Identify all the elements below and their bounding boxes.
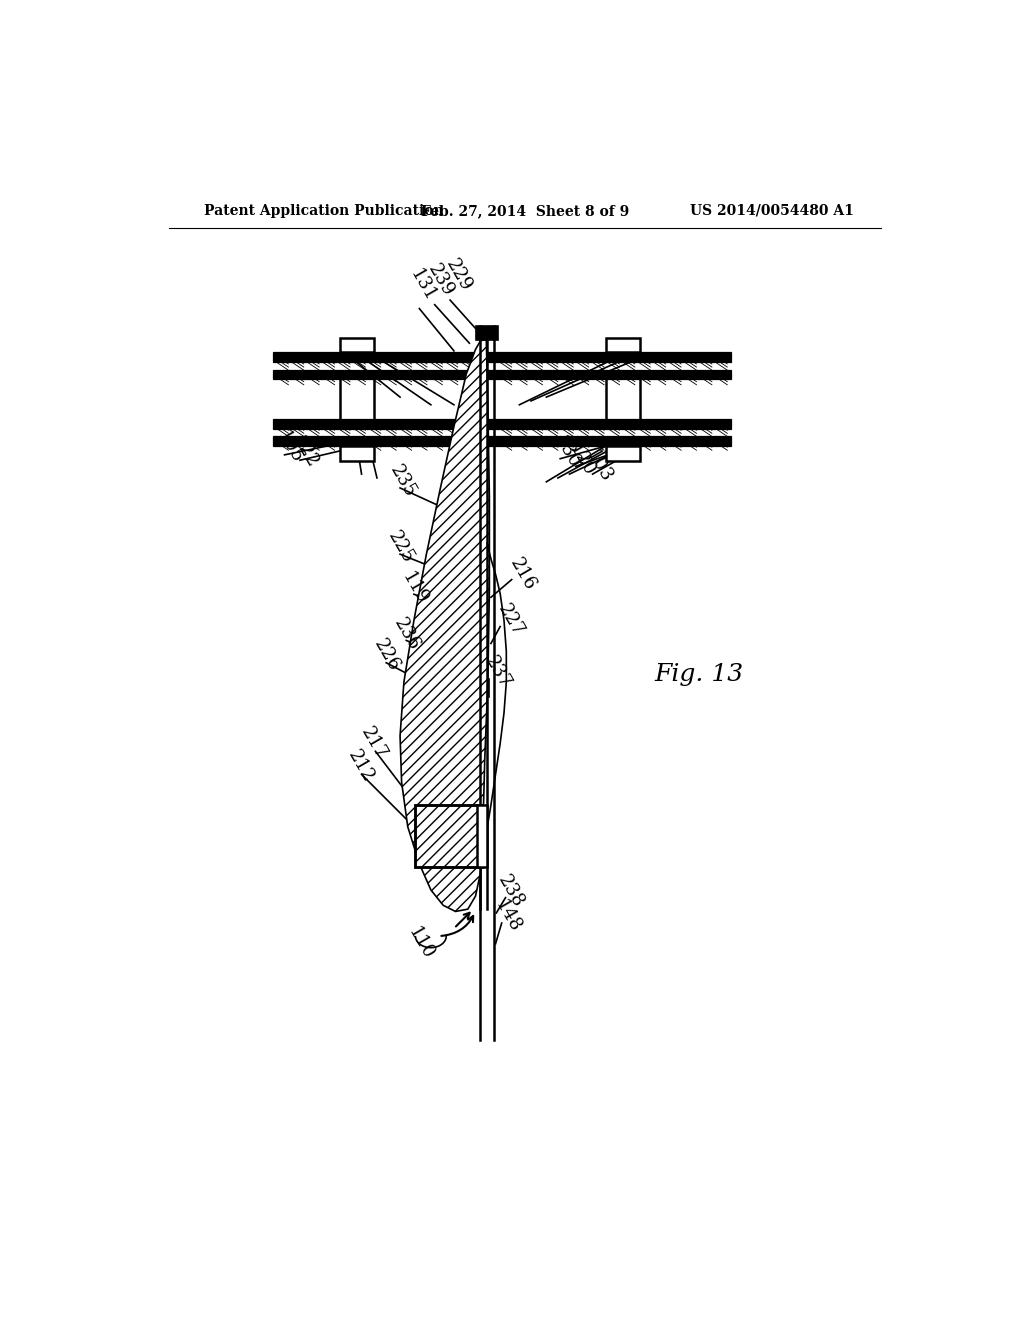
Text: US 2014/0054480 A1: US 2014/0054480 A1 [690, 203, 854, 218]
Text: 130: 130 [550, 433, 583, 473]
Text: 239: 239 [425, 260, 458, 300]
Text: 229: 229 [442, 256, 475, 294]
Text: Fig. 13: Fig. 13 [654, 663, 743, 686]
Text: Feb. 27, 2014  Sheet 8 of 9: Feb. 27, 2014 Sheet 8 of 9 [421, 203, 629, 218]
Text: 105: 105 [273, 428, 306, 466]
Text: 238: 238 [495, 873, 527, 911]
Text: 217: 217 [357, 725, 390, 763]
Bar [273, 436, 731, 446]
Text: 148: 148 [490, 898, 523, 936]
Text: 235: 235 [386, 462, 419, 502]
Bar [340, 338, 374, 352]
Polygon shape [400, 341, 489, 911]
Text: 226: 226 [371, 636, 403, 675]
Text: 227: 227 [494, 601, 526, 640]
Text: 236: 236 [391, 615, 424, 653]
Text: Patent Application Publication: Patent Application Publication [204, 203, 443, 218]
Text: 216: 216 [506, 554, 539, 594]
Bar [606, 338, 640, 352]
Polygon shape [416, 805, 481, 867]
Bar [273, 370, 731, 379]
Text: 225: 225 [385, 528, 418, 566]
Bar [477, 805, 487, 867]
Text: 237: 237 [481, 653, 514, 692]
Text: 110: 110 [403, 924, 437, 964]
Bar [340, 446, 374, 461]
Text: 120: 120 [565, 441, 598, 479]
Bar [273, 418, 731, 429]
Bar [606, 446, 640, 461]
Bar [476, 326, 498, 341]
Text: 131: 131 [407, 267, 439, 305]
Text: 119: 119 [398, 569, 431, 607]
Text: 122: 122 [289, 433, 322, 471]
Text: 103: 103 [583, 447, 615, 486]
Text: 212: 212 [345, 747, 377, 785]
Bar [416, 805, 481, 867]
Bar [273, 352, 731, 363]
